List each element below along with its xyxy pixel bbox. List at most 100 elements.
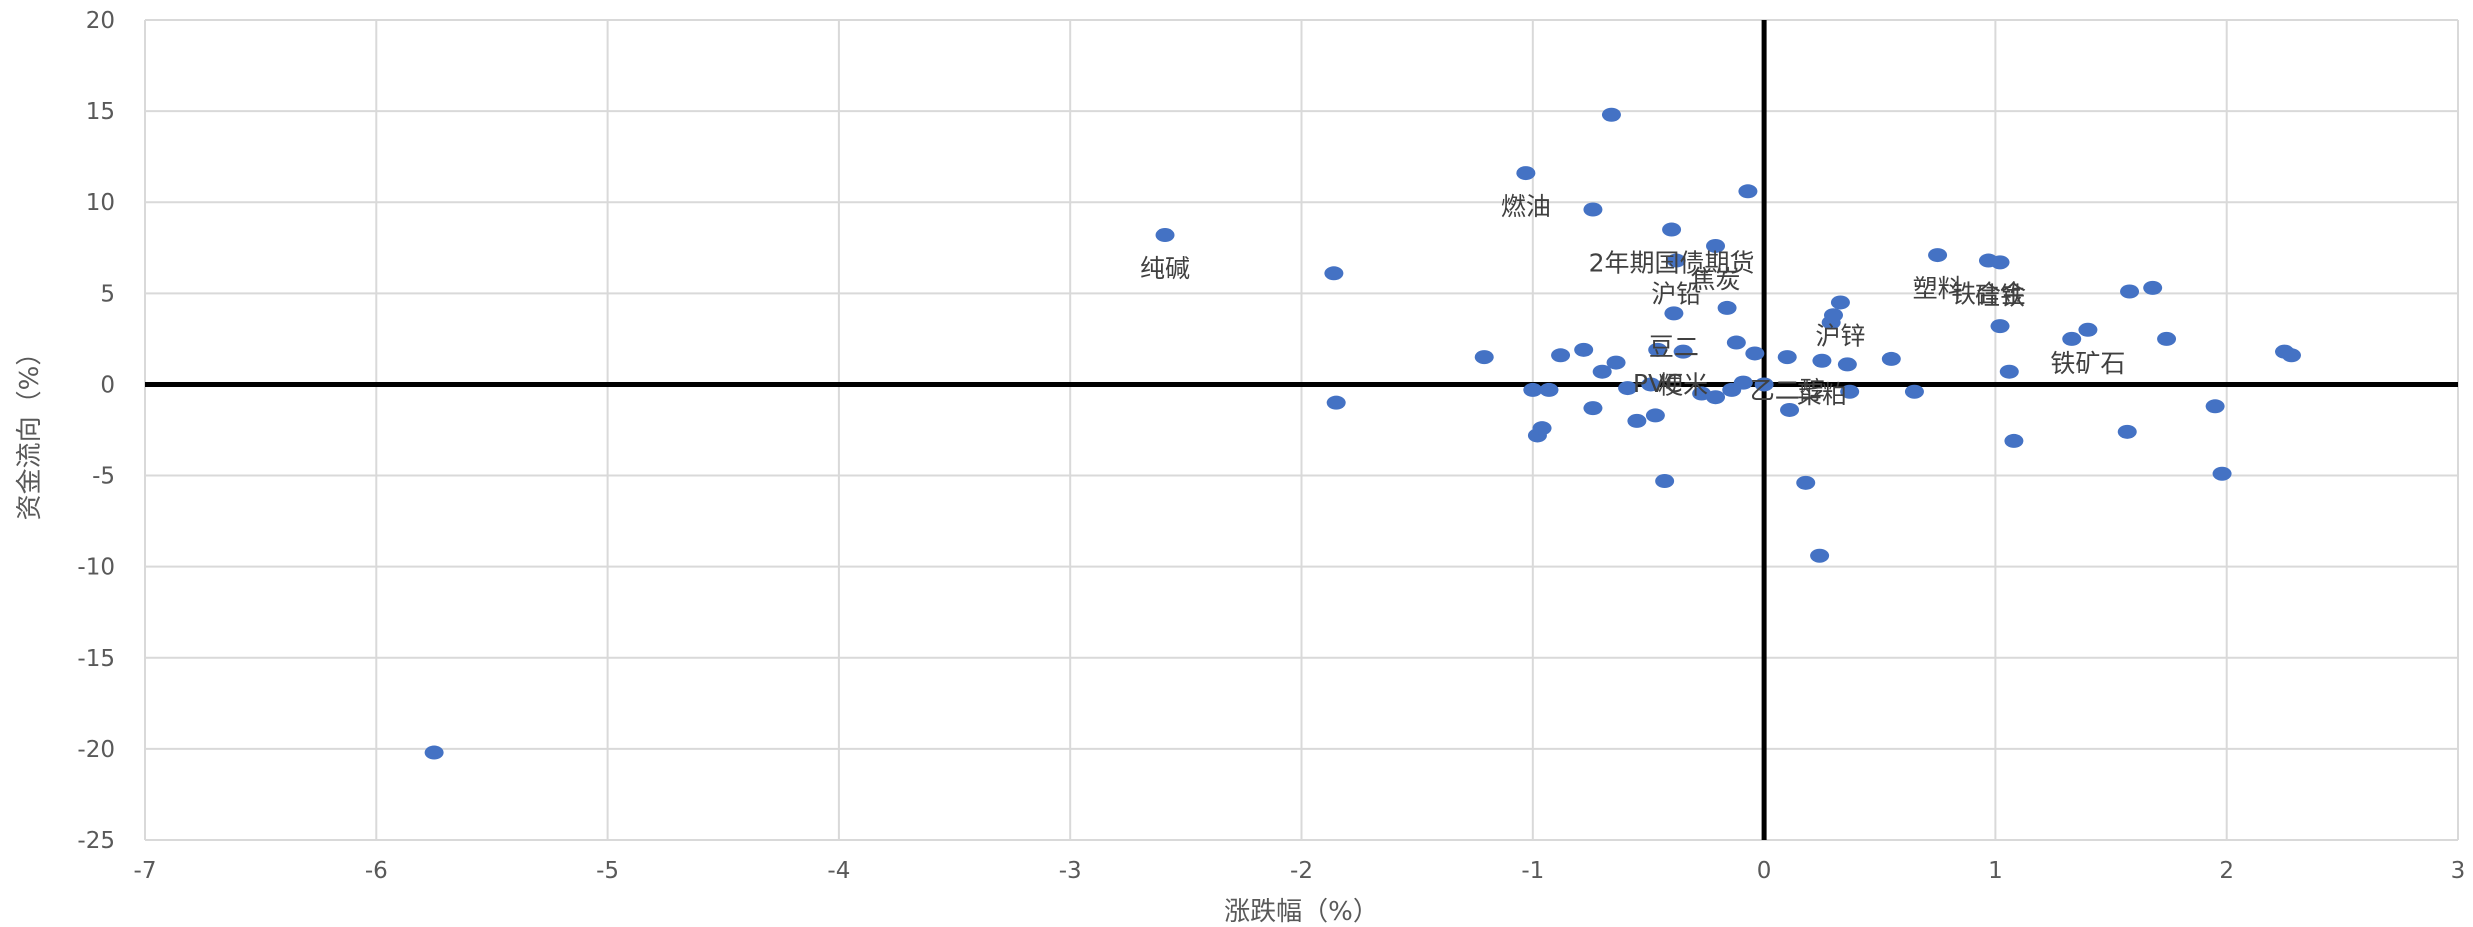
- point-label: 塑料: [1913, 274, 1963, 303]
- x-tick-label: -6: [365, 858, 388, 884]
- data-point: [2205, 399, 2225, 414]
- data-point: [1726, 335, 1746, 350]
- data-point: [2120, 284, 2140, 299]
- data-point: [1754, 377, 1774, 392]
- data-point: [1324, 266, 1344, 281]
- data-point: [1738, 184, 1758, 199]
- data-point: [1326, 395, 1346, 410]
- data-point: [1532, 421, 1552, 436]
- x-tick-label: -1: [1521, 858, 1544, 884]
- x-tick-labels: -7 -6 -5 -4 -3 -2 -1 0 1 2 3: [134, 858, 2466, 884]
- data-point: [1662, 222, 1682, 237]
- data-point: [1583, 202, 1603, 217]
- data-point: [1641, 377, 1661, 392]
- data-point: [1516, 166, 1536, 181]
- point-label: 铁合金: [1951, 280, 2026, 309]
- data-point: [1539, 382, 1559, 397]
- data-point: [1592, 364, 1612, 379]
- data-point: [1583, 401, 1603, 416]
- x-tick-label: -2: [1290, 858, 1313, 884]
- gridlines: [144, 19, 2459, 841]
- data-point: [2143, 280, 2163, 295]
- data-point: [1904, 384, 1924, 399]
- y-tick-label: -20: [77, 737, 115, 763]
- data-point: [1574, 342, 1594, 357]
- data-point: [1999, 364, 2019, 379]
- data-point: [1706, 390, 1726, 405]
- data-point: [1717, 300, 1737, 315]
- data-point: [1648, 342, 1668, 357]
- data-point: [2212, 466, 2232, 481]
- y-tick-label: 15: [86, 99, 115, 125]
- data-point: [1830, 295, 1850, 310]
- zero-axes: [145, 20, 2458, 840]
- x-tick-label: 2: [2219, 858, 2234, 884]
- point-label: 纯碱: [1140, 254, 1190, 283]
- point-label: 沪铅: [1651, 280, 1701, 309]
- data-point: [1673, 344, 1693, 359]
- y-tick-label: 5: [100, 281, 115, 307]
- x-tick-label: -7: [134, 858, 157, 884]
- data-point: [1523, 382, 1543, 397]
- y-tick-label: 0: [100, 372, 115, 398]
- y-tick-labels: -25 -20 -15 -10 -5 0 5 10 15 20: [77, 8, 115, 854]
- data-point: [2117, 424, 2137, 439]
- data-point: [1606, 355, 1626, 370]
- point-label: 硅铁: [1975, 281, 2025, 310]
- x-axis-title: 涨跌幅（%）: [1224, 897, 1379, 927]
- point-label: 菜粕: [1797, 380, 1847, 409]
- point-label: 粳米: [1658, 371, 1708, 400]
- y-tick-label: 10: [86, 190, 115, 216]
- point-label: 铁矿石: [2050, 349, 2125, 378]
- data-point: [1881, 351, 1901, 366]
- data-point: [1666, 253, 1686, 268]
- y-tick-label: -5: [92, 464, 115, 490]
- data-point: [424, 745, 444, 760]
- y-tick-label: 20: [86, 8, 115, 34]
- x-tick-label: -5: [596, 858, 619, 884]
- data-point: [2078, 322, 2098, 337]
- point-label: 豆二: [1649, 332, 1699, 361]
- data-point: [2062, 331, 2082, 346]
- point-label: 2年期国债期货: [1589, 249, 1755, 278]
- data-point: [1812, 353, 1832, 368]
- data-point: [1155, 228, 1175, 243]
- data-point: [1745, 346, 1765, 361]
- data-point: [1706, 238, 1726, 253]
- data-point: [1810, 548, 1830, 563]
- data-point: [1777, 350, 1797, 365]
- x-tick-label: -4: [827, 858, 850, 884]
- data-point: [2157, 331, 2177, 346]
- data-point: [1627, 413, 1647, 428]
- x-tick-label: 1: [1988, 858, 2003, 884]
- data-point: [1837, 357, 1857, 372]
- y-axis-title: 资金流向（%）: [15, 340, 45, 521]
- data-point: [1655, 474, 1675, 489]
- data-point: [1840, 384, 1860, 399]
- data-point: [1474, 350, 1494, 365]
- data-point: [1928, 248, 1948, 263]
- y-tick-label: -25: [77, 828, 115, 854]
- data-point: [1990, 319, 2010, 334]
- data-points: [424, 107, 2301, 760]
- data-point: [1551, 348, 1571, 363]
- y-tick-label: -10: [77, 555, 115, 581]
- x-tick-label: 0: [1757, 858, 1772, 884]
- data-point: [2281, 348, 2301, 363]
- data-point: [1664, 306, 1684, 321]
- data-point: [1618, 381, 1638, 396]
- y-tick-label: -15: [77, 646, 115, 672]
- data-point: [1780, 402, 1800, 417]
- point-label: 焦炭: [1691, 265, 1741, 294]
- data-point: [1990, 255, 2010, 270]
- point-label: PVC: [1633, 369, 1683, 398]
- point-label: 沪锌: [1815, 321, 1865, 350]
- x-tick-label: 3: [2451, 858, 2466, 884]
- x-tick-label: -3: [1059, 858, 1082, 884]
- data-point: [1823, 308, 1843, 323]
- data-point: [1645, 408, 1665, 423]
- point-label: 燃油: [1501, 192, 1551, 221]
- data-point: [1601, 107, 1621, 122]
